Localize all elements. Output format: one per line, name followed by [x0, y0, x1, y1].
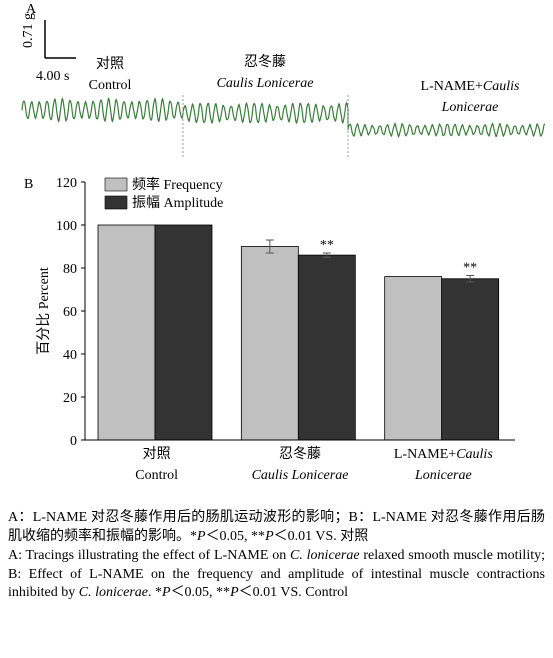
legend-swatch: [104, 177, 128, 192]
caption-run: relaxed smooth muscle motility; B: Effec…: [8, 548, 545, 600]
caption-run: P: [162, 585, 171, 600]
y-axis-label: 百分比 Percent: [36, 267, 52, 355]
x-tick-label-run: Caulis Lonicerae: [252, 468, 349, 483]
phase-label-line: Lonicerae: [441, 100, 499, 115]
caption-run: ＜0.01 VS. Control: [238, 585, 349, 600]
y-tick-label: 60: [63, 305, 77, 320]
phase-label: 对照 Control: [89, 56, 132, 93]
caption-run: P: [197, 528, 206, 544]
caption: A：L-NAME 对忍冬藤作用后的肠肌运动波形的影响；B：L-NAME 对忍冬藤…: [8, 509, 545, 604]
caption-run: C. lonicerae: [290, 548, 360, 563]
panel-label: B: [24, 177, 33, 192]
caption-run: ＜0.05, **: [170, 585, 231, 600]
y-tick-label: 20: [63, 391, 77, 406]
phase-label-line: Control: [89, 78, 132, 93]
legend-label: 频率 Frequency: [132, 176, 223, 193]
bar: [441, 278, 500, 441]
panel-label: A: [26, 2, 37, 17]
y-tick-label: 40: [63, 348, 77, 363]
phase-label: L-NAME+Caulis Lonicerae: [421, 79, 520, 115]
phase-label-run: Lonicerae: [441, 100, 499, 115]
x-tick-label-run: 忍冬藤: [279, 446, 321, 462]
y-tick-label: 100: [56, 219, 77, 234]
x-tick-label-run: Caulis: [456, 447, 493, 462]
bar: [384, 276, 443, 441]
phase-label-line: L-NAME+Caulis: [421, 79, 520, 94]
caption-run: ＜0.01 VS. 对照: [273, 528, 369, 544]
bar: [154, 224, 213, 441]
significance: **: [320, 238, 334, 253]
x-tick-label-run: 对照: [143, 446, 171, 462]
scale-label-y: 0.71 g: [21, 13, 36, 48]
trace: [21, 97, 546, 138]
caption-run: P: [265, 528, 274, 544]
phase-label-run: L-NAME+: [421, 79, 483, 94]
caption-run: . *: [148, 585, 162, 600]
x-tick-label-line: Lonicerae: [414, 468, 472, 483]
phase-label-run: 对照: [96, 56, 124, 72]
x-tick-label-line: L-NAME+Caulis: [394, 447, 493, 462]
legend-swatch: [104, 195, 128, 210]
error-bar: [322, 252, 331, 258]
x-tick-label-run: L-NAME+: [394, 447, 456, 462]
caption-run: C. lonicerae: [78, 585, 148, 600]
figure: A0.71 g 4.00 s 对照 Control 忍冬藤 Caulis Lonicera…: [21, 2, 546, 483]
phase-label-line: 忍冬藤: [244, 54, 286, 70]
significance: **: [463, 261, 477, 276]
caption-run: A: Tracings illustrating the effect of L…: [8, 548, 291, 563]
bar: [297, 254, 356, 441]
caption-run: A：L-NAME 对忍冬藤作用后的肠肌运动波形的影响；B：L-NAME 对忍冬藤…: [8, 510, 545, 544]
bar: [97, 224, 156, 441]
caption-en: A: Tracings illustrating the effect of L…: [8, 547, 545, 603]
x-tick-label: 忍冬藤 Caulis Lonicerae: [252, 446, 349, 483]
scale-label-x: 4.00 s: [36, 69, 69, 84]
legend-label: 振幅 Amplitude: [132, 195, 223, 211]
phase-label-run: Caulis: [483, 79, 520, 94]
x-tick-label-line: 对照: [143, 446, 171, 462]
error-bar: [265, 239, 274, 254]
caption-cn: A：L-NAME 对忍冬藤作用后的肠肌运动波形的影响；B：L-NAME 对忍冬藤…: [8, 509, 545, 546]
phase-label-line: 对照: [96, 56, 124, 72]
y-tick-label: 0: [70, 434, 77, 449]
phase-label: 忍冬藤 Caulis Lonicerae: [217, 54, 314, 91]
x-tick-label: L-NAME+Caulis Lonicerae: [394, 447, 493, 483]
bar: [240, 246, 299, 441]
phase-label-line: Caulis Lonicerae: [217, 76, 314, 91]
phase-label-run: Control: [89, 78, 132, 93]
x-tick-label-run: Control: [135, 468, 178, 483]
error-bar: [466, 275, 475, 283]
x-tick-label: 对照 Control: [135, 446, 178, 483]
phase-label-run: Caulis Lonicerae: [217, 76, 314, 91]
x-tick-label-run: Lonicerae: [414, 468, 472, 483]
y-tick-label: 80: [63, 262, 77, 277]
phase-label-run: 忍冬藤: [244, 54, 286, 70]
caption-run: P: [230, 585, 239, 600]
x-tick-label-line: 忍冬藤: [279, 446, 321, 462]
caption-run: ＜0.05, **: [205, 528, 266, 544]
y-tick-label: 120: [56, 176, 77, 191]
x-tick-label-line: Caulis Lonicerae: [252, 468, 349, 483]
x-tick-label-line: Control: [135, 468, 178, 483]
